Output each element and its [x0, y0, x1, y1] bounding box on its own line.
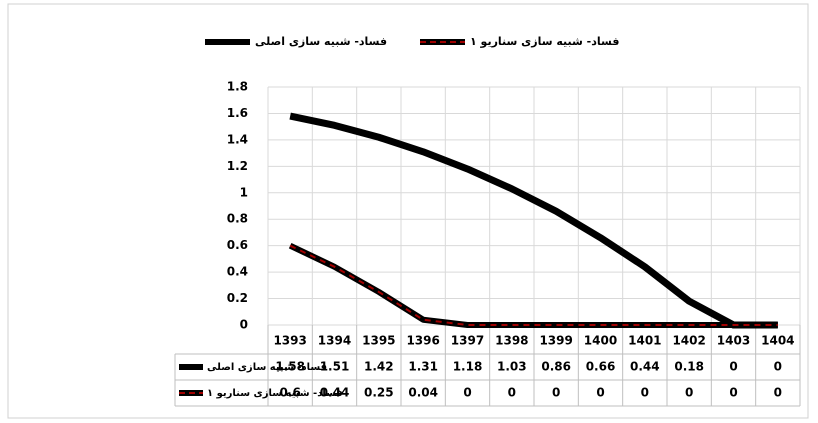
- table-value: 0: [508, 386, 516, 400]
- table-value: 0: [552, 386, 560, 400]
- table-value: 0: [729, 360, 737, 374]
- table-value: 0: [463, 386, 471, 400]
- series-line-dash: [289, 244, 778, 326]
- table-value: 1.18: [453, 360, 483, 374]
- chart-frame: [7, 3, 809, 419]
- table-series-name: فساد- شبیه سازی سناریو ۱: [207, 388, 343, 399]
- table-value: 0.66: [586, 360, 616, 374]
- x-tick-label: 1401: [628, 334, 661, 348]
- x-tick-label: 1404: [761, 334, 794, 348]
- y-tick-label: 0.2: [227, 291, 248, 305]
- x-tick-label: 1398: [495, 334, 528, 348]
- table-value: 0: [774, 360, 782, 374]
- table-value: 0.44: [630, 360, 660, 374]
- y-tick-label: 1.4: [227, 132, 248, 146]
- table-value: 1.31: [408, 360, 438, 374]
- legend-label: فساد- شبیه سازی سناریو ۱: [470, 35, 619, 48]
- table-value: 0: [774, 386, 782, 400]
- legend-label: فساد- شبیه سازی اصلی: [255, 35, 387, 48]
- y-tick-label: 1: [240, 185, 248, 199]
- x-tick-label: 1397: [451, 334, 484, 348]
- table-value: 0: [596, 386, 604, 400]
- table-value: 1.42: [364, 360, 394, 374]
- table-value: 0.44: [320, 386, 350, 400]
- x-tick-label: 1400: [584, 334, 617, 348]
- y-tick-label: 0.4: [227, 265, 248, 279]
- y-tick-label: 0: [240, 318, 248, 332]
- y-tick-label: 0.8: [227, 212, 248, 226]
- y-tick-label: 1.6: [227, 106, 248, 120]
- table-value: 0.25: [364, 386, 394, 400]
- table-value: 0: [729, 386, 737, 400]
- table-series-name: فساد- شبیه سازی اصلی: [207, 362, 327, 373]
- x-tick-label: 1403: [717, 334, 750, 348]
- table-value: 0.6: [280, 386, 301, 400]
- y-tick-label: 1.8: [227, 80, 248, 94]
- table-value: 0.04: [408, 386, 438, 400]
- y-tick-label: 1.2: [227, 159, 248, 173]
- x-tick-label: 1393: [273, 334, 306, 348]
- table-value: 0.18: [674, 360, 704, 374]
- series-line: [289, 112, 778, 329]
- table-value: 1.03: [497, 360, 527, 374]
- table-value: 1.58: [275, 360, 305, 374]
- table-value: 0.86: [541, 360, 571, 374]
- table-value: 1.51: [320, 360, 350, 374]
- x-tick-label: 1395: [362, 334, 395, 348]
- x-tick-label: 1396: [406, 334, 439, 348]
- table-value: 0: [685, 386, 693, 400]
- table-value: 0: [641, 386, 649, 400]
- x-tick-label: 1399: [539, 334, 572, 348]
- y-tick-label: 0.6: [227, 238, 248, 252]
- x-tick-label: 1394: [318, 334, 351, 348]
- x-tick-label: 1402: [672, 334, 705, 348]
